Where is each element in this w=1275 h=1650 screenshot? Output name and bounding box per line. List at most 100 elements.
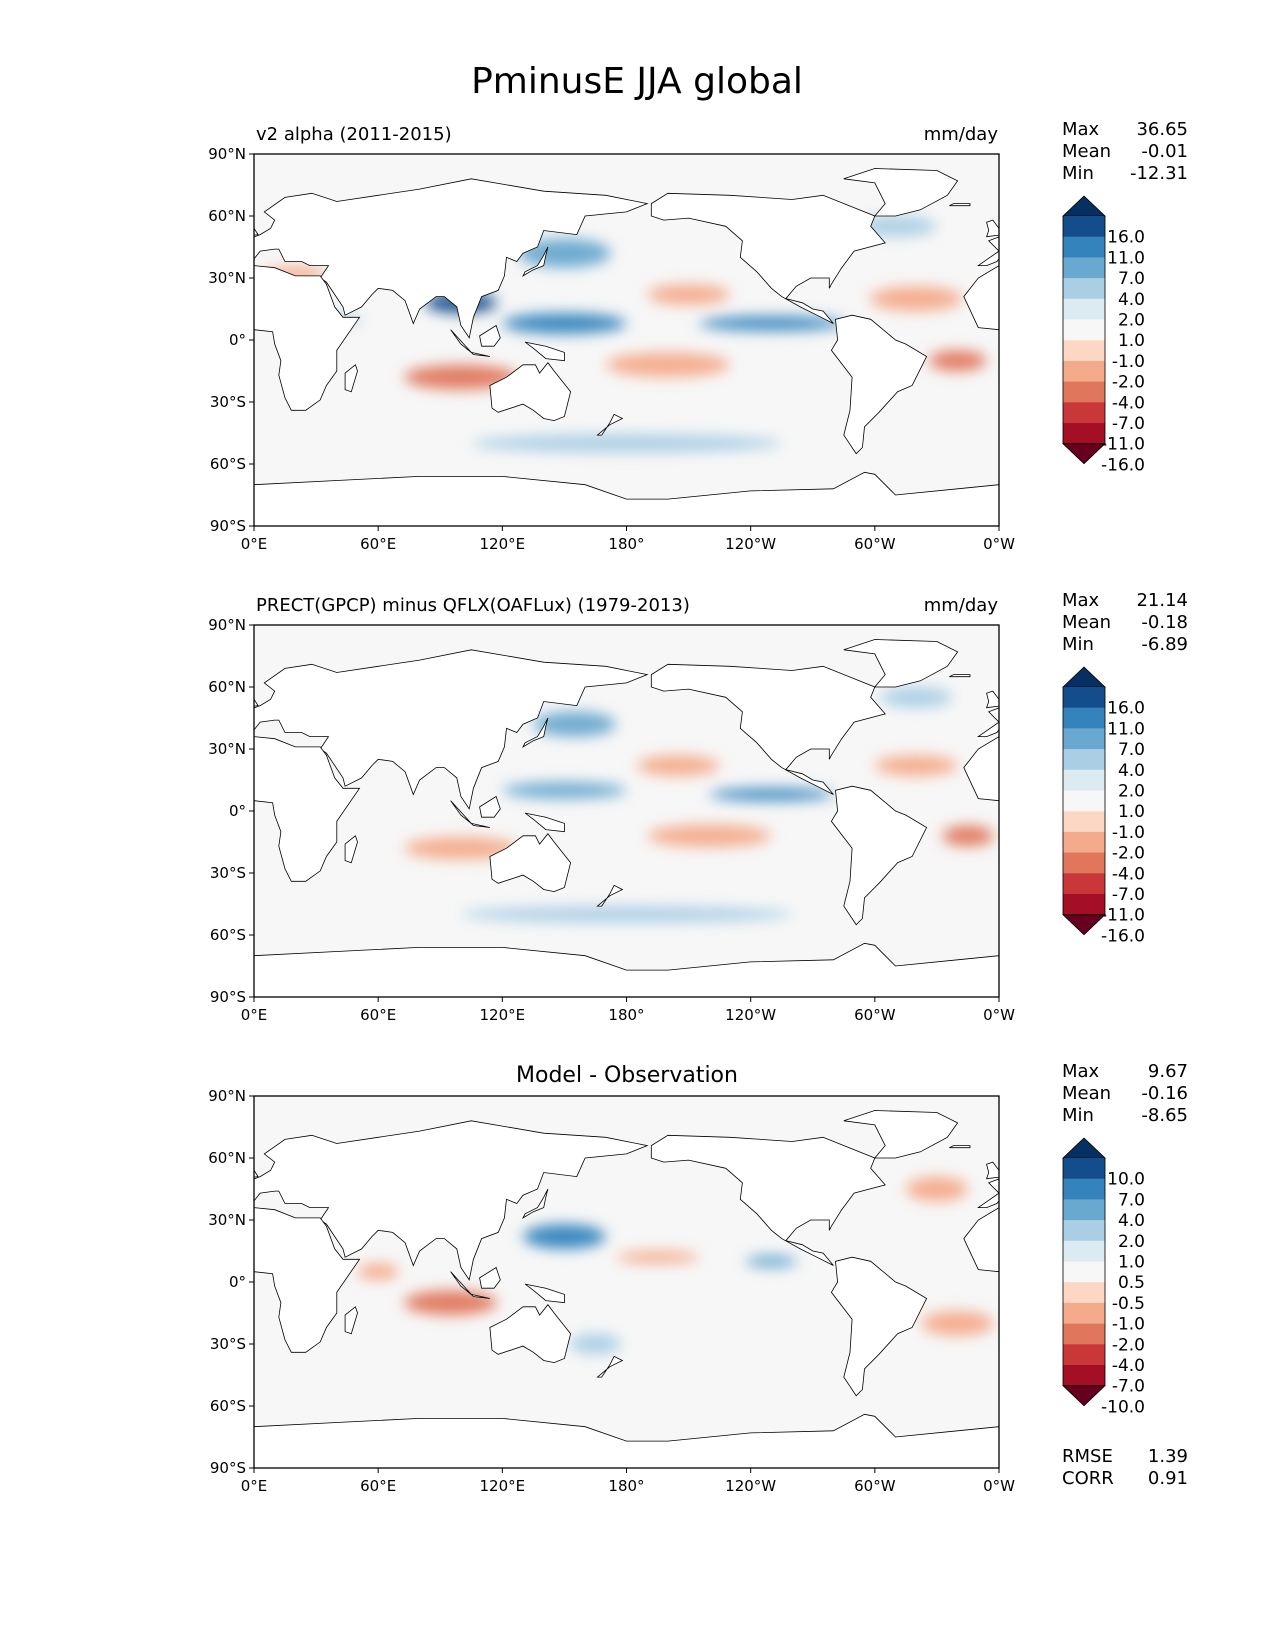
colorbar-segment — [1063, 1220, 1105, 1242]
stat-value: 21.14 — [1136, 590, 1188, 611]
x-tick-label: 120°E — [480, 1477, 526, 1495]
field-layer — [404, 687, 994, 923]
colorbar-tick-label: 2.0 — [1118, 1232, 1145, 1252]
x-tick-label: 0°E — [241, 535, 268, 553]
x-tick-label: 60°E — [360, 1477, 396, 1495]
land-polygon — [1196, 1272, 1217, 1295]
colorbar-tick-label: -16.0 — [1101, 455, 1145, 475]
colorbar-segment — [1063, 811, 1105, 833]
contour-region — [745, 1255, 798, 1268]
colorbar-outline — [1062, 687, 1106, 915]
colorbar-tick-label: 7.0 — [1118, 740, 1145, 760]
land-polygon — [596, 884, 624, 907]
x-tick-label: 180° — [608, 535, 644, 553]
map-area — [204, 1096, 1235, 1468]
land-polygon — [843, 639, 959, 688]
land-polygon — [1225, 326, 1246, 347]
land-polygon — [522, 717, 549, 748]
land-layer — [204, 1110, 1235, 1468]
land-polygon — [344, 1306, 358, 1335]
land-polygon — [650, 1134, 886, 1266]
colorbar: 16.011.07.04.02.01.0-1.0-2.0-4.0-7.0-11.… — [1062, 666, 1145, 946]
land-polygon — [254, 265, 361, 411]
land-layer — [254, 639, 999, 997]
contour-region — [605, 352, 730, 378]
colorbar-tick-label: -11.0 — [1101, 906, 1145, 926]
colorbar-tick-label: 11.0 — [1107, 248, 1145, 268]
x-tick-label: 60°E — [360, 535, 396, 553]
stat-label: Min — [1062, 1105, 1094, 1126]
contour-region — [404, 1290, 498, 1316]
x-tick-label: 120°E — [480, 535, 526, 553]
stat-value: -12.31 — [1130, 163, 1188, 184]
land-polygon — [204, 1146, 225, 1148]
land-polygon — [1216, 1294, 1235, 1298]
colorbar-segment — [1063, 360, 1105, 383]
stat-label: Mean — [1062, 1083, 1111, 1104]
stat-value: -0.16 — [1141, 1083, 1188, 1104]
colorbar-tick-label: 1.0 — [1118, 331, 1145, 351]
land-polygon — [1235, 363, 1275, 421]
colorbar-tick-label: -7.0 — [1112, 414, 1145, 434]
y-tick-label: 90°N — [208, 1087, 246, 1105]
rmse-label: RMSE — [1062, 1446, 1113, 1467]
colorbar-segment — [1063, 1282, 1105, 1304]
colorbar-tick-label: 16.0 — [1107, 228, 1145, 248]
land-polygon — [1196, 330, 1217, 353]
x-tick-label: 60°W — [854, 535, 896, 553]
colorbar-segment — [1063, 749, 1105, 771]
axis-ticks: 0°E 60°E 120°E 180° 120°W 60°W 0°W 90°N 60°N 30°N… — [208, 1087, 1015, 1495]
contour-region — [905, 1176, 968, 1202]
stat-label: Mean — [1062, 612, 1111, 633]
land-polygon — [843, 168, 959, 217]
y-tick-label: 30°S — [210, 864, 246, 882]
axis-ticks: 0°E 60°E 120°E 180° 120°W 60°W 0°W 90°N 60°N 30°N… — [208, 616, 1015, 1024]
contour-region — [647, 824, 772, 848]
contour-region — [502, 313, 627, 334]
colorbar-segment — [1063, 1199, 1105, 1221]
land-polygon — [450, 800, 472, 824]
colorbar-extend-max — [1062, 195, 1106, 217]
land-polygon — [254, 227, 259, 236]
colorbar-segment — [1063, 1365, 1105, 1387]
land-polygon — [254, 736, 361, 882]
colorbar-tick-label: -2.0 — [1112, 844, 1145, 864]
x-tick-label: 0°E — [241, 1006, 268, 1024]
colorbar-segment — [1063, 278, 1105, 300]
land-polygon — [986, 219, 999, 238]
colorbar-tick-label: -10.0 — [1101, 1397, 1145, 1417]
contour-region — [698, 316, 844, 331]
panel-left-title: PRECT(GPCP) minus QFLX(OAFLux) (1979-201… — [256, 595, 690, 616]
x-tick-label: 180° — [608, 1477, 644, 1495]
land-polygon — [650, 663, 886, 795]
colorbar-segment — [1063, 873, 1105, 895]
colorbar-segment — [1063, 687, 1105, 709]
colorbar-tick-label: 11.0 — [1107, 719, 1145, 739]
colorbar-tick-label: 7.0 — [1118, 269, 1145, 289]
land-polygon — [949, 1145, 971, 1149]
land-polygon — [949, 674, 971, 678]
land-polygon — [522, 246, 549, 277]
land-polygon — [596, 413, 624, 436]
land-polygon — [344, 835, 358, 864]
colorbar-tick-label: 2.0 — [1118, 782, 1145, 802]
land-polygon — [204, 204, 225, 206]
land-polygon — [254, 942, 999, 997]
skill-scores: RMSE 1.39 CORR 0.91 — [1062, 1446, 1188, 1489]
colorbar-tick-label: 4.0 — [1118, 761, 1145, 781]
y-tick-label: 90°N — [208, 145, 246, 163]
land-polygon — [254, 1207, 361, 1353]
stat-label: Max — [1062, 1061, 1100, 1082]
y-tick-label: 0° — [229, 1273, 246, 1291]
panel-model: v2 alpha (2011-2015) mm/day 0°E 60°E 120°E… — [204, 119, 1275, 553]
stat-value: -6.89 — [1141, 634, 1188, 655]
colorbar-segment — [1063, 790, 1105, 812]
colorbar-segment — [1063, 381, 1105, 403]
corr-label: CORR — [1062, 1468, 1114, 1489]
land-polygon — [977, 236, 999, 267]
contour-region — [869, 286, 963, 312]
colorbar-segment — [1063, 1344, 1105, 1366]
colorbar-tick-label: -1.0 — [1112, 823, 1145, 843]
land-polygon — [596, 1355, 624, 1378]
y-tick-label: 30°S — [210, 393, 246, 411]
